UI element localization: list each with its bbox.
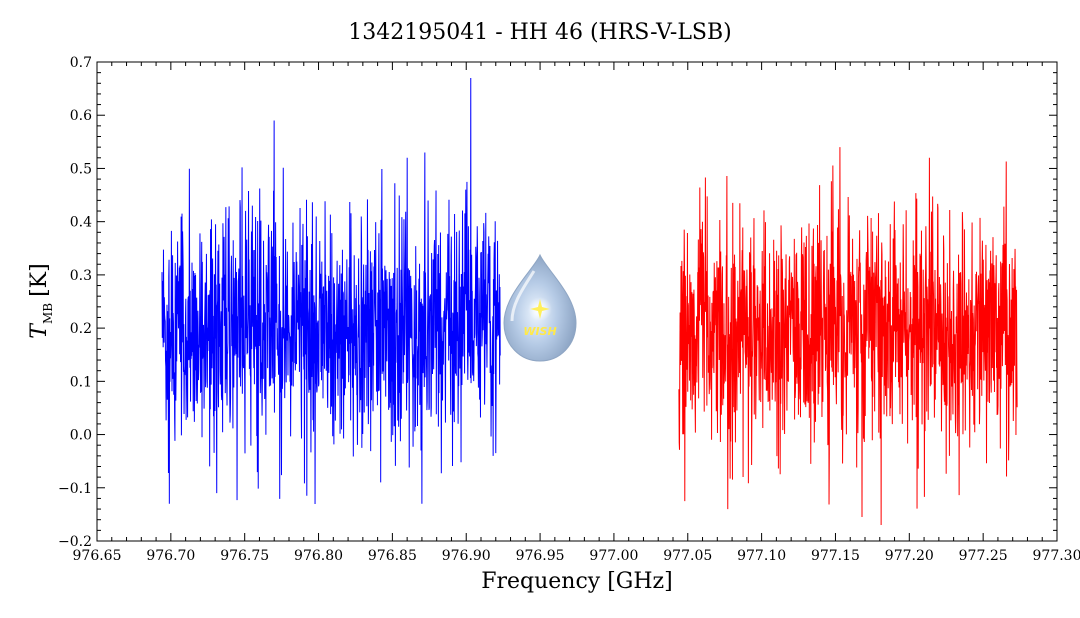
y-axis-label: TMB [K] (27, 263, 55, 338)
y-tick-labels: −0.2 −0.1 0.0 0.1 0.2 0.3 0.4 0.5 0.6 0.7 (58, 55, 92, 550)
series-line-1 (161, 77, 501, 504)
x-tick-label: 977.15 (811, 548, 860, 564)
x-tick-label: 976.85 (368, 548, 417, 564)
x-tick-labels: 976.65 976.70 976.75 976.80 976.85 976.90 976.… (73, 548, 1080, 564)
y-tick-label: 0.5 (70, 161, 92, 177)
y-axis-unit: [K] (27, 263, 52, 297)
y-tick-label: 0.4 (70, 215, 92, 231)
x-tick-label: 977.10 (737, 548, 786, 564)
x-tick-label: 977.05 (663, 548, 712, 564)
y-tick-label: 0.3 (70, 268, 92, 284)
y-tick-label: 0.6 (70, 108, 92, 124)
y-tick-label: 0.7 (70, 55, 92, 71)
x-tick-label: 976.90 (442, 548, 491, 564)
logo-text: WISH (523, 325, 556, 338)
y-tick-label: 0.0 (70, 428, 92, 444)
series-line-2 (678, 147, 1018, 526)
y-tick-label: 0.2 (70, 321, 92, 337)
y-tick-label: −0.2 (58, 534, 92, 550)
y-axis-subscript: MB (41, 303, 55, 324)
x-tick-label: 977.20 (885, 548, 934, 564)
x-tick-label: 976.65 (73, 548, 122, 564)
axis-ticks (96, 61, 1058, 542)
y-tick-label: 0.1 (70, 374, 92, 390)
x-tick-label: 976.95 (516, 548, 565, 564)
x-tick-label: 977.00 (589, 548, 638, 564)
wish-droplet-logo: WISH (503, 253, 577, 362)
x-tick-label: 977.25 (959, 548, 1008, 564)
x-tick-label: 976.80 (294, 548, 343, 564)
chart-title: 1342195041 - HH 46 (HRS-V-LSB) (348, 20, 732, 45)
y-axis-symbol: T (27, 322, 52, 339)
plot-frame (96, 61, 1058, 542)
y-tick-label: −0.1 (58, 481, 92, 497)
x-axis-label: Frequency [GHz] (481, 569, 673, 594)
x-tick-label: 976.75 (220, 548, 269, 564)
x-tick-label: 977.30 (1033, 548, 1080, 564)
x-tick-label: 976.70 (146, 548, 195, 564)
series-group (161, 77, 1018, 526)
